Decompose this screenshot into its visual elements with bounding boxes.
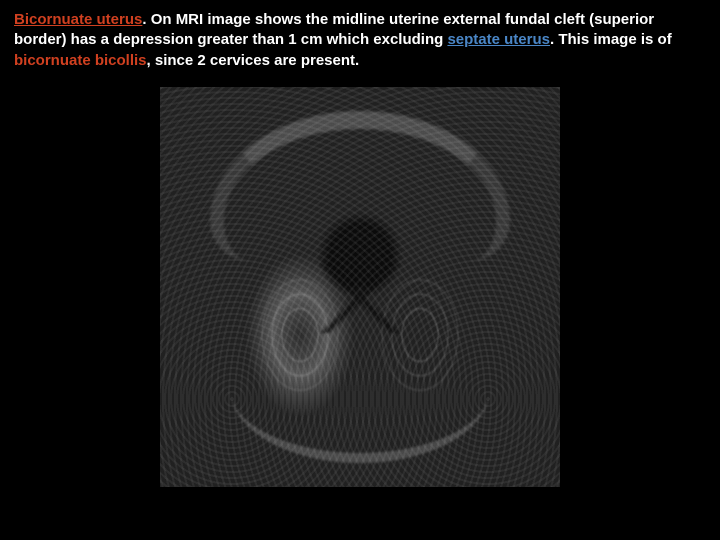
mri-superior-arc [210,111,510,261]
caption-block: Bicornuate uterus. On MRI image shows th… [0,0,720,77]
mri-noise-overlay [160,87,560,487]
link-bicornuate-uterus[interactable]: Bicornuate uterus [14,11,142,28]
caption-text-3: , since 2 cervices are present. [147,52,360,69]
mri-image [160,87,560,487]
image-container [0,87,720,487]
mri-inferior-curve [230,363,490,463]
mri-fundal-cleft [305,263,415,333]
caption-text-2: . This image is of [550,31,672,48]
emphasis-bicornuate-bicollis: bicornuate bicollis [14,52,147,69]
slide-page: { "caption": { "link1_text": "Bicornuate… [0,0,720,540]
link-septate-uterus[interactable]: septate uterus [447,31,550,48]
